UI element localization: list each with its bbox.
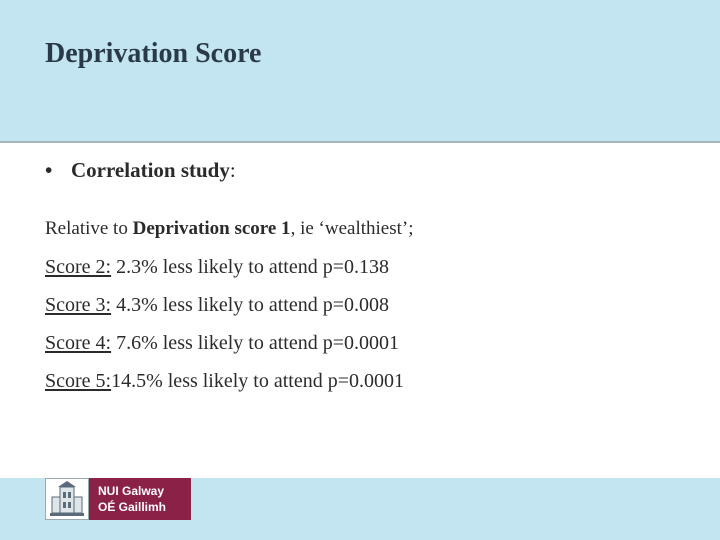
header-band: Deprivation Score <box>0 0 720 141</box>
logo-wordmark: NUI Galway OÉ Gaillimh <box>89 478 191 520</box>
score-label: Score 5: <box>45 370 112 392</box>
logo-line-2: OÉ Gaillimh <box>98 500 167 514</box>
score-text: 7.6% less likely to attend p=0.0001 <box>111 332 400 354</box>
bullet-marker: • <box>45 158 53 182</box>
score-row: Score 2: 2.3% less likely to attend p=0.… <box>45 256 389 279</box>
score-text: 14.5% less likely to attend p=0.0001 <box>111 370 405 392</box>
score-text: 2.3% less likely to attend p=0.138 <box>111 256 390 278</box>
nui-galway-logo: NUI Galway OÉ Gaillimh <box>45 478 191 520</box>
score-label: Score 2: <box>45 256 112 278</box>
bullet-label: Correlation study <box>71 158 230 182</box>
score-text: 4.3% less likely to attend p=0.008 <box>111 294 390 316</box>
score-label: Score 3: <box>45 294 112 316</box>
score-row: Score 4: 7.6% less likely to attend p=0.… <box>45 332 399 355</box>
university-crest-icon <box>45 478 89 520</box>
header-divider <box>0 141 720 143</box>
intro-line: Relative to Deprivation score 1, ie ‘wea… <box>45 218 414 240</box>
score-row: Score 3: 4.3% less likely to attend p=0.… <box>45 294 389 317</box>
logo-line-1: NUI Galway <box>98 484 165 498</box>
intro-prefix: Relative to <box>45 218 133 239</box>
bullet-correlation-study: • Correlation study: <box>45 158 236 183</box>
tower-icon <box>46 479 88 519</box>
intro-bold: Deprivation score 1 <box>132 218 291 239</box>
page-title: Deprivation Score <box>45 38 262 69</box>
bullet-suffix: : <box>229 158 236 182</box>
score-label: Score 4: <box>45 332 112 354</box>
score-row: Score 5:14.5% less likely to attend p=0.… <box>45 370 404 393</box>
intro-suffix: , ie ‘wealthiest’; <box>290 218 414 239</box>
